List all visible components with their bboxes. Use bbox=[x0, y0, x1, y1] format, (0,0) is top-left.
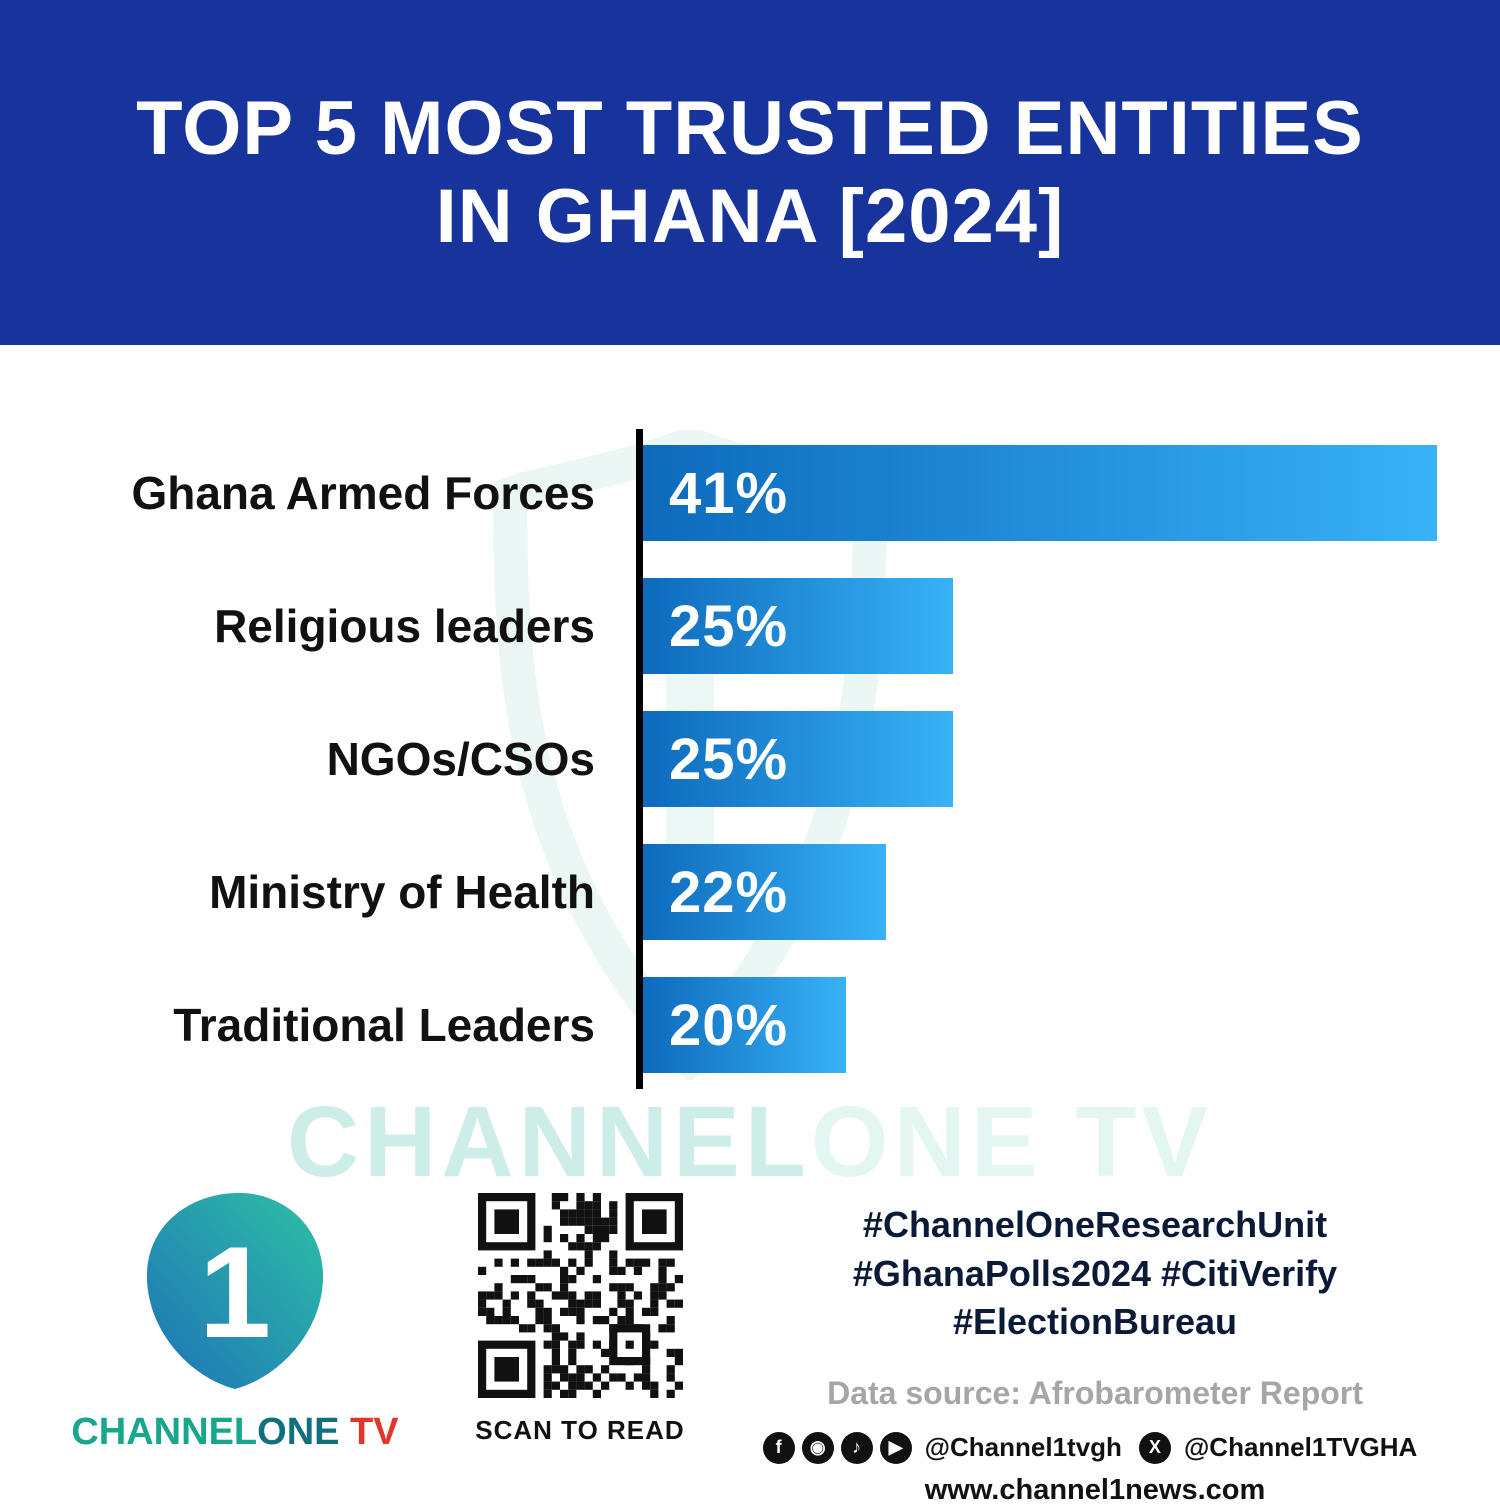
bar-value-label: 20% bbox=[669, 992, 789, 1058]
tiktok-icon: ♪ bbox=[840, 1431, 873, 1464]
channel-one-logo: 1 CHANNELONE TV bbox=[70, 1185, 400, 1454]
social-row: f ◉ ♪ ▶ @Channel1tvgh X @Channel1TVGHA bbox=[760, 1431, 1430, 1464]
bar-value-label: 25% bbox=[669, 593, 789, 659]
bar-row: NGOs/CSOs 25% bbox=[0, 711, 1500, 807]
bar-row: Religious leaders 25% bbox=[0, 578, 1500, 674]
bar: 20% bbox=[643, 977, 847, 1073]
bar-track: 22% bbox=[643, 844, 1500, 940]
x-icon: X bbox=[1138, 1431, 1171, 1464]
qr-code bbox=[477, 1193, 683, 1398]
brand-one: ONE bbox=[257, 1411, 340, 1453]
logo-numeral: 1 bbox=[199, 1219, 271, 1365]
instagram-icon: ◉ bbox=[801, 1431, 834, 1464]
footer-info: #ChannelOneResearchUnit #GhanaPolls2024 … bbox=[760, 1185, 1430, 1507]
bar: 22% bbox=[643, 844, 887, 940]
hashtags-line3: #ElectionBureau bbox=[952, 1301, 1238, 1343]
social-handle-1: @Channel1tvgh bbox=[924, 1432, 1122, 1463]
bar-row: Traditional Leaders 20% bbox=[0, 977, 1500, 1073]
category-label: Religious leaders bbox=[214, 600, 595, 652]
brand-tv: TV bbox=[339, 1411, 399, 1453]
bar-value-label: 41% bbox=[669, 460, 789, 526]
category-label: Ghana Armed Forces bbox=[131, 467, 595, 519]
bar-value-label: 22% bbox=[669, 859, 789, 925]
footer: 1 CHANNELONE TV SCAN TO READ #ChannelOne… bbox=[0, 1185, 1500, 1507]
bar: 25% bbox=[643, 711, 954, 807]
youtube-icon: ▶ bbox=[879, 1431, 912, 1464]
bar-chart: Ghana Armed Forces 41% Religious leaders… bbox=[0, 429, 1500, 1089]
facebook-icon: f bbox=[762, 1431, 795, 1464]
qr-caption: SCAN TO READ bbox=[475, 1415, 685, 1445]
bar-track: 20% bbox=[643, 977, 1500, 1073]
bar-value-label: 25% bbox=[669, 726, 789, 792]
data-source: Data source: Afrobarometer Report bbox=[827, 1374, 1363, 1411]
hashtags-line1: #ChannelOneResearchUnit bbox=[862, 1204, 1328, 1245]
page-title-line1: TOP 5 MOST TRUSTED ENTITIES bbox=[136, 86, 1364, 172]
category-label: Ministry of Health bbox=[209, 866, 595, 918]
page-title-line2: IN GHANA [2024] bbox=[435, 173, 1065, 259]
chart-rows: Ghana Armed Forces 41% Religious leaders… bbox=[0, 445, 1500, 1073]
brand-channel: CHANNEL bbox=[71, 1411, 258, 1453]
website-url: www.channel1news.com bbox=[924, 1473, 1266, 1506]
brand-watermark: CHANNELONE TV bbox=[0, 1085, 1500, 1200]
bar-track: 25% bbox=[643, 711, 1500, 807]
bar: 25% bbox=[643, 578, 954, 674]
header-banner: TOP 5 MOST TRUSTED ENTITIES IN GHANA [20… bbox=[0, 0, 1500, 345]
social-handle-2: @Channel1TVGHA bbox=[1183, 1432, 1418, 1463]
brand-watermark-part2: ONE TV bbox=[810, 1086, 1214, 1198]
brand-wordmark: CHANNELONE TV bbox=[70, 1411, 400, 1454]
category-label: Traditional Leaders bbox=[173, 999, 595, 1051]
bar-row: Ministry of Health 22% bbox=[0, 844, 1500, 940]
bar-row: Ghana Armed Forces 41% bbox=[0, 445, 1500, 541]
brand-watermark-part1: CHANNEL bbox=[286, 1086, 811, 1198]
chart-axis bbox=[636, 429, 643, 1089]
bar-track: 25% bbox=[643, 578, 1500, 674]
category-label: NGOs/CSOs bbox=[326, 733, 595, 785]
channel-one-logo-icon: 1 bbox=[146, 1192, 324, 1389]
bar-track: 41% bbox=[643, 445, 1500, 541]
qr-block: SCAN TO READ bbox=[440, 1185, 720, 1446]
hashtags-line2: #GhanaPolls2024 #CitiVerify bbox=[852, 1252, 1338, 1294]
page-title: TOP 5 MOST TRUSTED ENTITIES IN GHANA [20… bbox=[136, 85, 1364, 260]
bar: 41% bbox=[643, 445, 1437, 541]
hashtags: #ChannelOneResearchUnit #GhanaPolls2024 … bbox=[760, 1201, 1430, 1347]
